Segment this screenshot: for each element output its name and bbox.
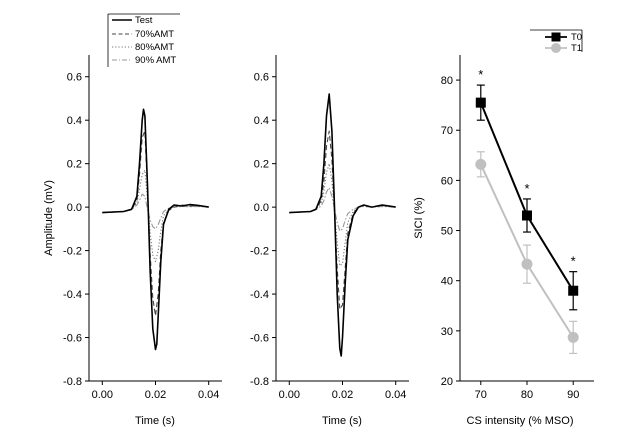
y-tick-label: -0.6 [63,333,82,345]
legend-label-80amt: 80%AMT [135,42,174,53]
x-axis-title-middle: Time (s) [322,415,362,427]
y-tick-label: 70 [441,125,453,137]
x-tick-label: 90 [567,389,579,401]
trace-solid-left [102,108,209,351]
y-tick-label: 0.4 [67,115,82,127]
legend-item-t0: T0 [545,32,582,43]
legend-label-t1: T1 [571,43,582,54]
x-tick-label: 0.04 [198,389,219,401]
legend-label-90amt: 90% AMT [135,55,176,66]
y-tick-label: -0.2 [250,246,269,258]
traces-middle [289,93,396,357]
data-point-circle [475,158,487,170]
y-tick-label: 0.2 [254,159,269,171]
legend-label-t0: T0 [571,32,582,43]
x-tick-label: 70 [475,389,487,401]
y-tick-label: 60 [441,175,453,187]
y-tick-label: -0.4 [63,289,82,301]
y-tick-label: 20 [441,376,453,388]
trace-dotted-left [102,169,209,263]
x-tick-label: 0.00 [279,389,300,401]
x-ticks-left: 0.00 0.02 0.04 [92,381,219,401]
y-ticks-middle: -0.8 -0.6 -0.4 -0.2 0.0 0.2 0.4 0.6 [250,72,276,388]
x-tick-label: 0.02 [332,389,353,401]
y-tick-label: 0.0 [254,202,269,214]
x-axis-title-left: Time (s) [135,415,175,427]
x-tick-label: 0.02 [145,389,166,401]
y-tick-label: 0.0 [67,202,82,214]
y-ticks-left: -0.8 -0.6 -0.4 -0.2 0.0 0.2 0.4 0.6 [63,72,89,388]
y-tick-label: -0.6 [250,333,269,345]
legend-item-90amt: 90% AMT [112,55,176,66]
y-ticks-sici: 20 30 40 50 60 70 80 [441,75,460,388]
y-tick-label: 0.4 [254,115,269,127]
x-axis-title-sici: CS intensity (% MSO) [467,415,574,427]
x-ticks-sici: 70 80 90 [475,381,579,401]
x-ticks-middle: 0.00 0.02 0.04 [279,381,406,401]
trace-solid-middle [289,93,396,357]
trace-dashdot-middle [289,187,396,232]
trace-dashed-middle [289,130,396,310]
legend-marker-t1 [551,43,561,53]
legend-item-70amt: 70%AMT [112,29,174,40]
y-tick-label: -0.8 [63,376,82,388]
y-tick-label: 0.6 [254,72,269,84]
x-tick-label: 0.04 [385,389,406,401]
y-tick-label: 0.6 [67,72,82,84]
y-tick-label: 40 [441,276,453,288]
data-point-circle [567,331,579,343]
data-point-square [522,210,532,221]
y-tick-label: 80 [441,75,453,87]
sici-series: * * * [475,67,579,355]
data-point-square [475,97,486,108]
series-t0: * * * [475,67,579,311]
waveform-panel-left: -0.8-0.6-0.4-0.20.00.20.40.6 0.00 0.02 0.0… [43,13,222,427]
x-tick-label: 0.00 [92,389,113,401]
y-axis-title-sici: SICI (%) [413,197,425,239]
trace-dashdot-left [102,193,209,230]
trace-dotted-middle [289,163,396,267]
legend-sici: T0 T1 [530,29,583,54]
legend-label-70amt: 70%AMT [135,29,174,40]
sici-panel: 20 30 40 50 60 70 80 70 80 90 * * * SICI (%) CS in… [413,29,594,427]
waveform-panel-middle: -0.8-0.6-0.4-0.20.00.20.40.6 0.00 0.02 0.0… [250,55,409,427]
trace-dashed-left [102,130,209,317]
significance-marker: * [524,181,529,196]
y-tick-label: -0.8 [250,376,269,388]
legend-marker-t0 [551,32,561,42]
y-tick-label: 0.2 [67,159,82,171]
significance-marker: * [478,67,483,82]
y-tick-label: -0.4 [250,289,269,301]
y-tick-label: 50 [441,226,453,238]
traces-left [102,108,209,351]
y-tick-label: -0.2 [63,246,82,258]
x-tick-label: 80 [521,389,533,401]
y-axis-title-left: Amplitude (mV) [43,180,55,256]
legend-item-test: Test [112,15,153,26]
legend-waveforms: Test 70%AMT 80%AMT 90% AMT [107,13,180,67]
legend-item-80amt: 80%AMT [112,42,174,53]
y-tick-label: 30 [441,326,453,338]
significance-marker: * [571,254,576,269]
series-t1 [475,151,579,355]
legend-item-t1: T1 [545,43,582,54]
data-point-circle [521,258,533,270]
legend-label-test: Test [135,15,153,26]
data-point-square [568,285,579,296]
